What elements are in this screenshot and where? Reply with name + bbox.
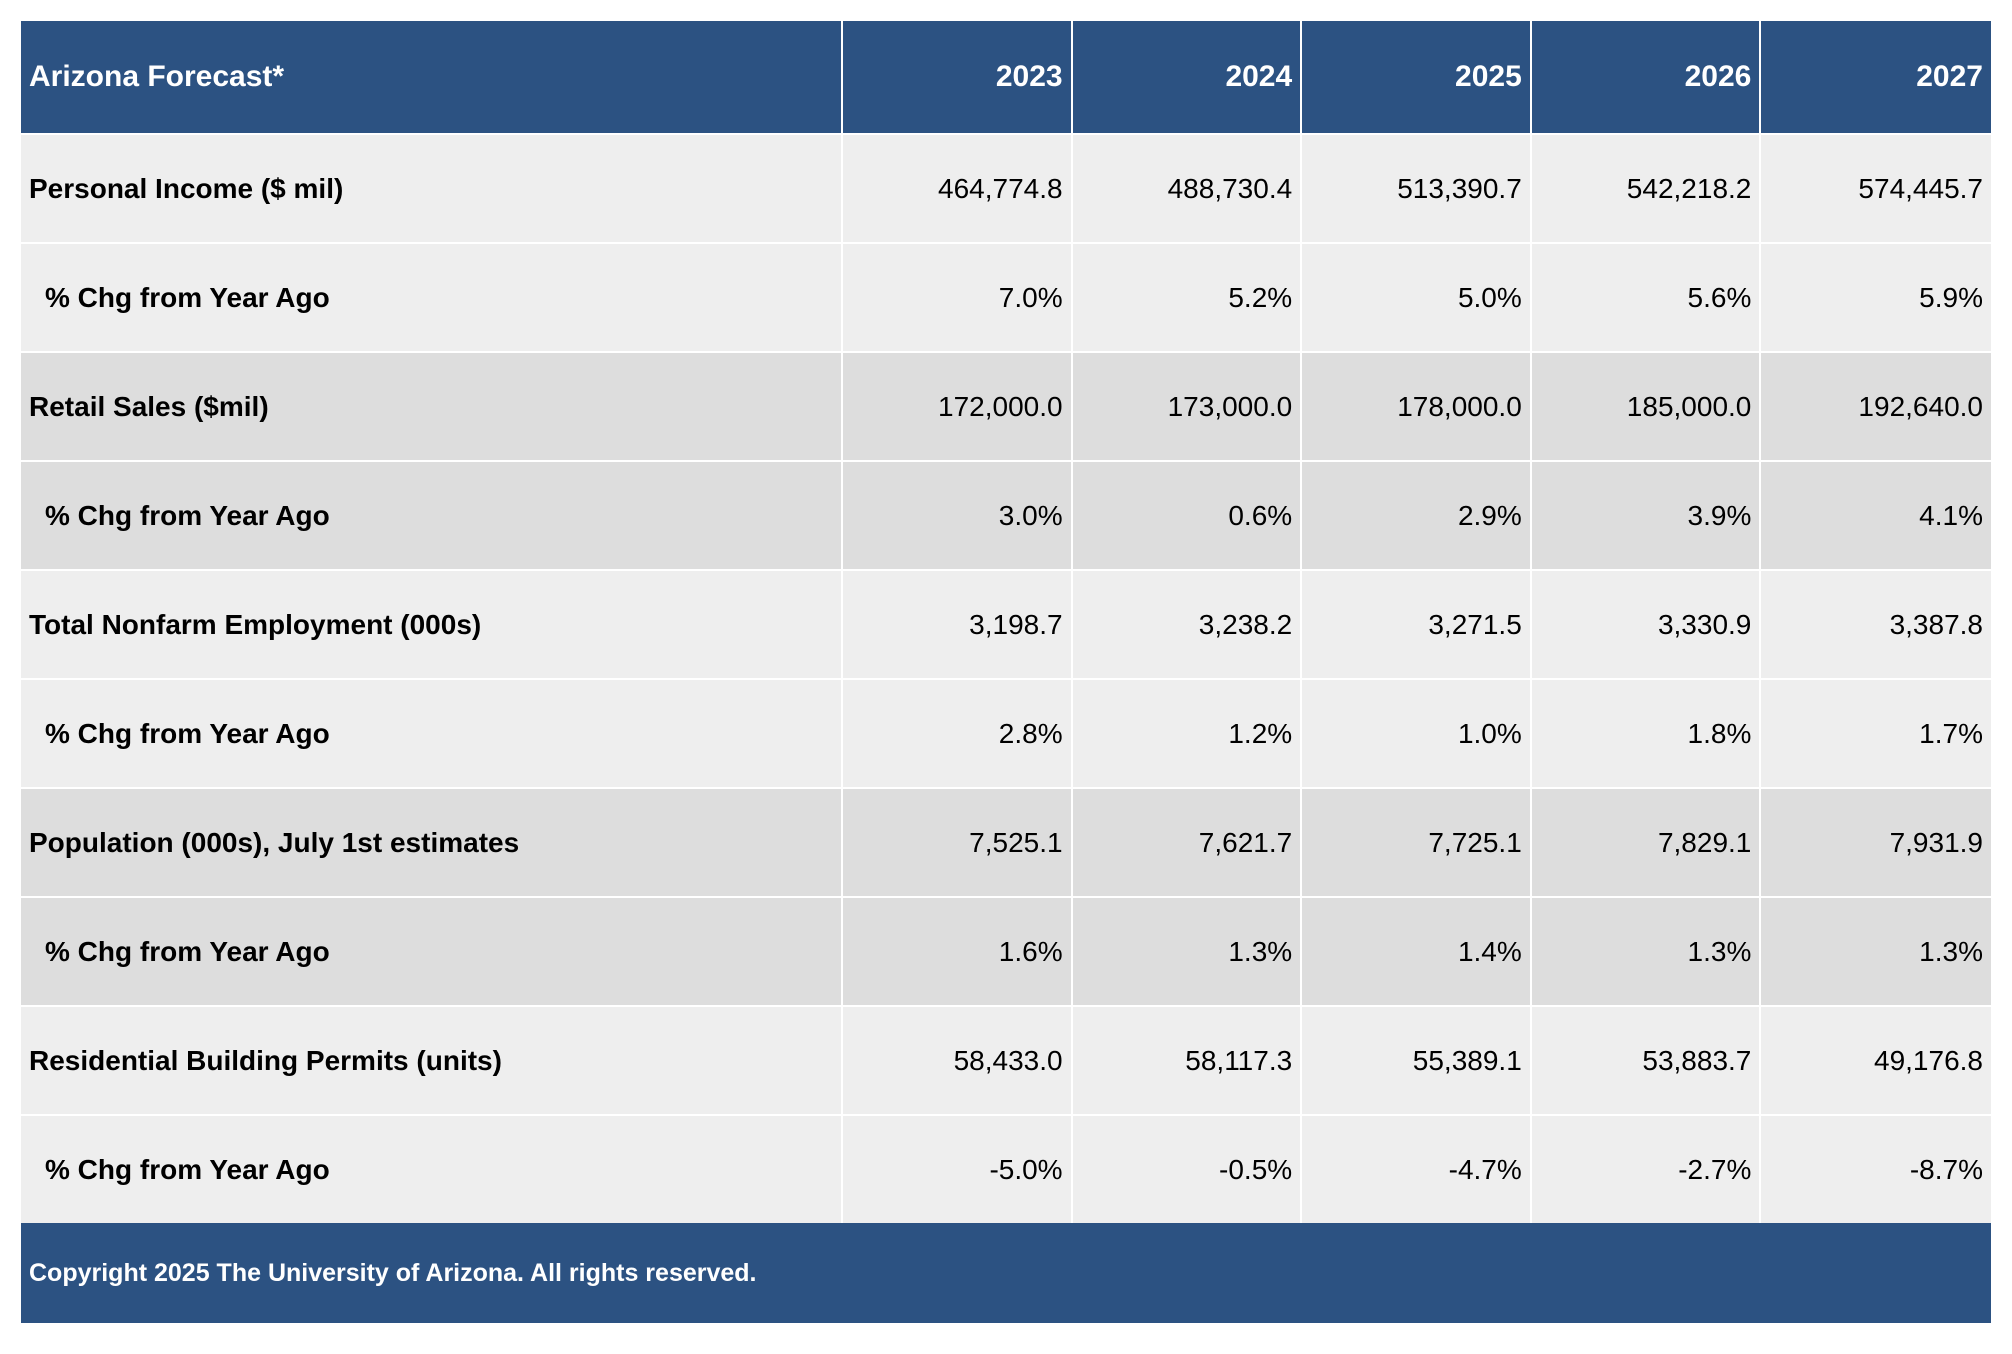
table-cell: 3,271.5 bbox=[1302, 569, 1532, 678]
row-label: % Chg from Year Ago bbox=[21, 460, 843, 569]
table-row: Personal Income ($ mil) 464,774.8 488,73… bbox=[21, 133, 1991, 242]
row-label: Retail Sales ($mil) bbox=[21, 351, 843, 460]
table-cell: 58,117.3 bbox=[1072, 1005, 1303, 1114]
year-header: 2026 bbox=[1531, 21, 1762, 133]
table-cell: 1.0% bbox=[1302, 678, 1532, 787]
table-cell: 4.1% bbox=[1761, 460, 1991, 569]
table-cell: -8.7% bbox=[1761, 1114, 1991, 1223]
table-row: Population (000s), July 1st estimates 7,… bbox=[21, 787, 1991, 896]
table-cell: 1.4% bbox=[1302, 896, 1532, 1005]
table-row: % Chg from Year Ago 3.0% 0.6% 2.9% 3.9% … bbox=[21, 460, 1991, 569]
table-row: Residential Building Permits (units) 58,… bbox=[21, 1005, 1991, 1114]
table-cell: 185,000.0 bbox=[1531, 351, 1762, 460]
table-row: Total Nonfarm Employment (000s) 3,198.7 … bbox=[21, 569, 1991, 678]
table-row: % Chg from Year Ago 7.0% 5.2% 5.0% 5.6% … bbox=[21, 242, 1991, 351]
row-label: Personal Income ($ mil) bbox=[21, 133, 843, 242]
row-label: Total Nonfarm Employment (000s) bbox=[21, 569, 843, 678]
year-header: 2027 bbox=[1761, 21, 1991, 133]
table-header-row: Arizona Forecast* 2023 2024 2025 2026 20… bbox=[21, 21, 1991, 133]
table-cell: 5.9% bbox=[1761, 242, 1991, 351]
table-cell: 2.9% bbox=[1302, 460, 1532, 569]
table-cell: 178,000.0 bbox=[1302, 351, 1532, 460]
table-cell: 7,725.1 bbox=[1302, 787, 1532, 896]
table-cell: 173,000.0 bbox=[1072, 351, 1303, 460]
table-cell: 3.0% bbox=[843, 460, 1073, 569]
row-label: Residential Building Permits (units) bbox=[21, 1005, 843, 1114]
table-cell: -5.0% bbox=[843, 1114, 1073, 1223]
row-label: % Chg from Year Ago bbox=[21, 678, 843, 787]
table-cell: 488,730.4 bbox=[1072, 133, 1303, 242]
table-cell: 5.6% bbox=[1531, 242, 1762, 351]
row-label: % Chg from Year Ago bbox=[21, 242, 843, 351]
table-cell: -2.7% bbox=[1531, 1114, 1762, 1223]
row-label: % Chg from Year Ago bbox=[21, 1114, 843, 1223]
table-cell: 58,433.0 bbox=[843, 1005, 1073, 1114]
table-cell: 3,330.9 bbox=[1531, 569, 1762, 678]
table-cell: 7.0% bbox=[843, 242, 1073, 351]
year-header: 2023 bbox=[843, 21, 1073, 133]
table-cell: 55,389.1 bbox=[1302, 1005, 1532, 1114]
table-cell: 464,774.8 bbox=[843, 133, 1073, 242]
table-row: % Chg from Year Ago 2.8% 1.2% 1.0% 1.8% … bbox=[21, 678, 1991, 787]
table-cell: 7,829.1 bbox=[1531, 787, 1762, 896]
table-cell: 49,176.8 bbox=[1761, 1005, 1991, 1114]
table-cell: 1.2% bbox=[1072, 678, 1303, 787]
table-cell: -4.7% bbox=[1302, 1114, 1532, 1223]
table-cell: 1.6% bbox=[843, 896, 1073, 1005]
table-cell: 574,445.7 bbox=[1761, 133, 1991, 242]
table-cell: 7,525.1 bbox=[843, 787, 1073, 896]
row-label: % Chg from Year Ago bbox=[21, 896, 843, 1005]
table-cell: 5.0% bbox=[1302, 242, 1532, 351]
copyright-notice: Copyright 2025 The University of Arizona… bbox=[21, 1223, 1991, 1323]
table-cell: 53,883.7 bbox=[1531, 1005, 1762, 1114]
table-cell: 1.3% bbox=[1072, 896, 1303, 1005]
arizona-forecast-table: Arizona Forecast* 2023 2024 2025 2026 20… bbox=[21, 21, 1991, 1323]
table-cell: 172,000.0 bbox=[843, 351, 1073, 460]
row-label: Population (000s), July 1st estimates bbox=[21, 787, 843, 896]
table-title: Arizona Forecast* bbox=[21, 21, 843, 133]
forecast-table-container: Arizona Forecast* 2023 2024 2025 2026 20… bbox=[21, 21, 1991, 1323]
table-cell: 1.3% bbox=[1531, 896, 1762, 1005]
table-cell: 542,218.2 bbox=[1531, 133, 1762, 242]
year-header: 2024 bbox=[1072, 21, 1303, 133]
table-cell: 2.8% bbox=[843, 678, 1073, 787]
table-cell: 0.6% bbox=[1072, 460, 1303, 569]
table-cell: 3,238.2 bbox=[1072, 569, 1303, 678]
table-footer-row: Copyright 2025 The University of Arizona… bbox=[21, 1223, 1991, 1323]
table-row: Retail Sales ($mil) 172,000.0 173,000.0 … bbox=[21, 351, 1991, 460]
table-cell: 5.2% bbox=[1072, 242, 1303, 351]
table-cell: 1.3% bbox=[1761, 896, 1991, 1005]
table-row: % Chg from Year Ago 1.6% 1.3% 1.4% 1.3% … bbox=[21, 896, 1991, 1005]
table-cell: 513,390.7 bbox=[1302, 133, 1532, 242]
table-cell: 1.7% bbox=[1761, 678, 1991, 787]
table-cell: 1.8% bbox=[1531, 678, 1762, 787]
table-cell: 7,931.9 bbox=[1761, 787, 1991, 896]
table-cell: 7,621.7 bbox=[1072, 787, 1303, 896]
table-cell: -0.5% bbox=[1072, 1114, 1303, 1223]
table-cell: 3,198.7 bbox=[843, 569, 1073, 678]
table-cell: 3.9% bbox=[1531, 460, 1762, 569]
year-header: 2025 bbox=[1302, 21, 1532, 133]
table-cell: 192,640.0 bbox=[1761, 351, 1991, 460]
table-cell: 3,387.8 bbox=[1761, 569, 1991, 678]
table-row: % Chg from Year Ago -5.0% -0.5% -4.7% -2… bbox=[21, 1114, 1991, 1223]
